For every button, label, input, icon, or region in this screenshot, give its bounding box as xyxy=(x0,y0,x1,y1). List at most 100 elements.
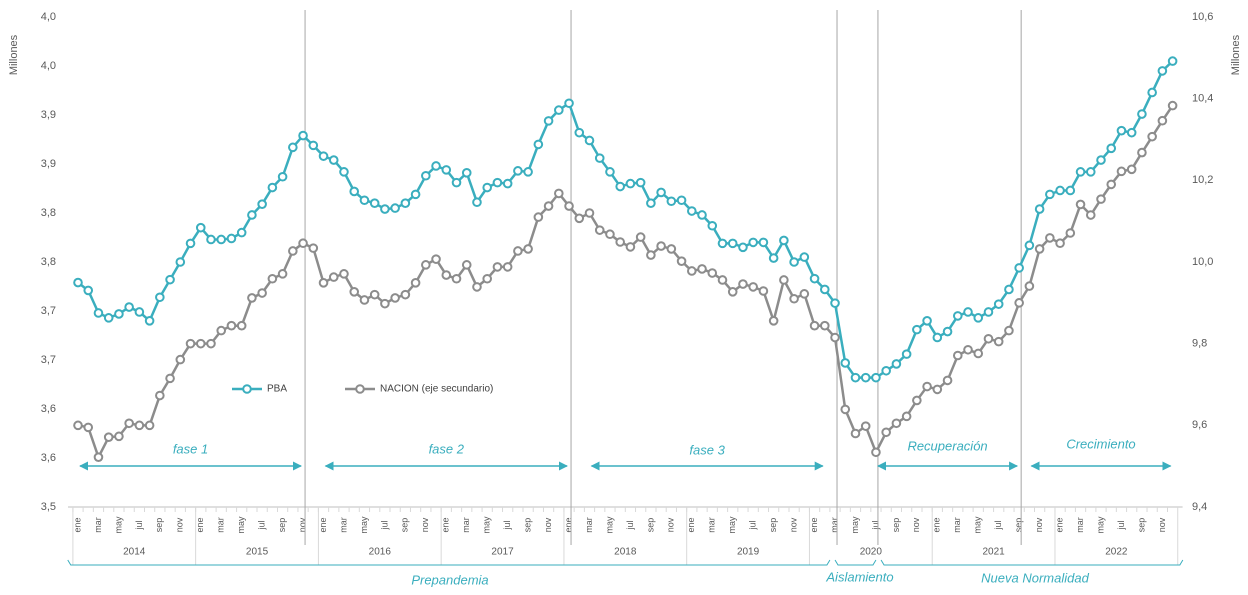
x-tick-label: nov xyxy=(420,517,430,532)
point xyxy=(1116,125,1127,136)
point xyxy=(809,320,820,331)
point xyxy=(1116,166,1127,177)
point xyxy=(502,262,513,272)
x-tick-label: nov xyxy=(297,517,307,532)
x-tick-label: sep xyxy=(1136,518,1146,533)
point xyxy=(492,262,503,272)
point xyxy=(349,287,360,297)
x-tick-label: nov xyxy=(666,517,676,532)
point xyxy=(410,278,421,288)
point xyxy=(554,188,564,199)
point xyxy=(103,432,114,442)
point xyxy=(502,178,513,189)
point xyxy=(584,208,595,218)
point xyxy=(114,309,124,319)
point xyxy=(216,234,227,245)
point xyxy=(226,233,237,244)
x-tick-label: nov xyxy=(175,517,185,532)
point xyxy=(1137,109,1147,119)
x-tick-label: mar xyxy=(93,517,103,533)
point xyxy=(656,241,666,251)
point xyxy=(758,286,769,296)
point xyxy=(615,181,625,192)
point xyxy=(901,349,912,359)
point xyxy=(952,311,963,321)
point xyxy=(748,282,758,292)
point xyxy=(963,344,973,355)
point xyxy=(605,229,615,240)
point xyxy=(144,420,155,431)
point xyxy=(625,242,636,252)
year-label: 2017 xyxy=(491,547,514,558)
point xyxy=(860,421,871,431)
point xyxy=(195,222,206,233)
point xyxy=(134,420,145,431)
point xyxy=(369,289,380,300)
point xyxy=(390,293,400,303)
point xyxy=(932,332,943,343)
point xyxy=(973,313,984,323)
point xyxy=(369,198,380,208)
point xyxy=(165,373,175,384)
x-tick-label: mar xyxy=(952,517,962,533)
point xyxy=(461,260,472,270)
point xyxy=(799,252,810,262)
point xyxy=(738,279,748,289)
point xyxy=(819,320,830,331)
x-tick-label: mar xyxy=(461,517,471,533)
point xyxy=(175,354,186,365)
point xyxy=(103,313,114,323)
point xyxy=(431,161,441,171)
x-tick-label: may xyxy=(113,516,123,534)
point xyxy=(288,246,298,256)
x-tick-label: ene xyxy=(932,517,942,532)
point xyxy=(646,198,656,208)
point xyxy=(1024,240,1035,251)
point xyxy=(1157,66,1168,76)
point xyxy=(359,295,370,305)
point xyxy=(1167,56,1178,66)
point xyxy=(625,178,636,189)
point xyxy=(482,182,493,193)
point xyxy=(666,196,677,207)
point xyxy=(216,325,227,336)
point xyxy=(983,307,994,317)
point xyxy=(779,235,789,246)
point xyxy=(871,447,881,458)
point xyxy=(400,198,411,208)
point xyxy=(257,288,267,298)
point xyxy=(1034,204,1045,214)
point xyxy=(697,264,707,274)
x-tick-label: may xyxy=(973,516,983,534)
point xyxy=(1014,298,1024,308)
x-tick-label: jul xyxy=(134,520,144,530)
point xyxy=(73,420,83,431)
x-tick-label: nov xyxy=(1157,517,1167,532)
point xyxy=(523,167,533,177)
y2-tick-label: 10,0 xyxy=(1192,256,1213,268)
point xyxy=(564,201,574,211)
point xyxy=(543,201,554,211)
point xyxy=(666,244,677,254)
point xyxy=(891,359,902,369)
point xyxy=(451,273,462,284)
point xyxy=(339,167,349,177)
legend-marker xyxy=(242,384,252,394)
point xyxy=(656,187,666,198)
y-tick-label: 3,6 xyxy=(41,403,56,415)
point xyxy=(809,273,820,284)
point xyxy=(1157,115,1168,126)
point xyxy=(1004,325,1014,336)
y2-tick-label: 9,6 xyxy=(1192,419,1207,431)
x-tick-label: sep xyxy=(768,518,778,533)
y2-tick-label: 10,6 xyxy=(1192,11,1213,23)
x-tick-label: mar xyxy=(338,517,348,533)
point xyxy=(850,428,861,439)
point xyxy=(390,203,400,213)
point xyxy=(533,212,544,222)
x-tick-label: ene xyxy=(1054,517,1064,532)
point xyxy=(1096,194,1106,204)
y-tick-label: 3,8 xyxy=(41,256,56,268)
point xyxy=(513,246,523,256)
point xyxy=(195,338,206,349)
